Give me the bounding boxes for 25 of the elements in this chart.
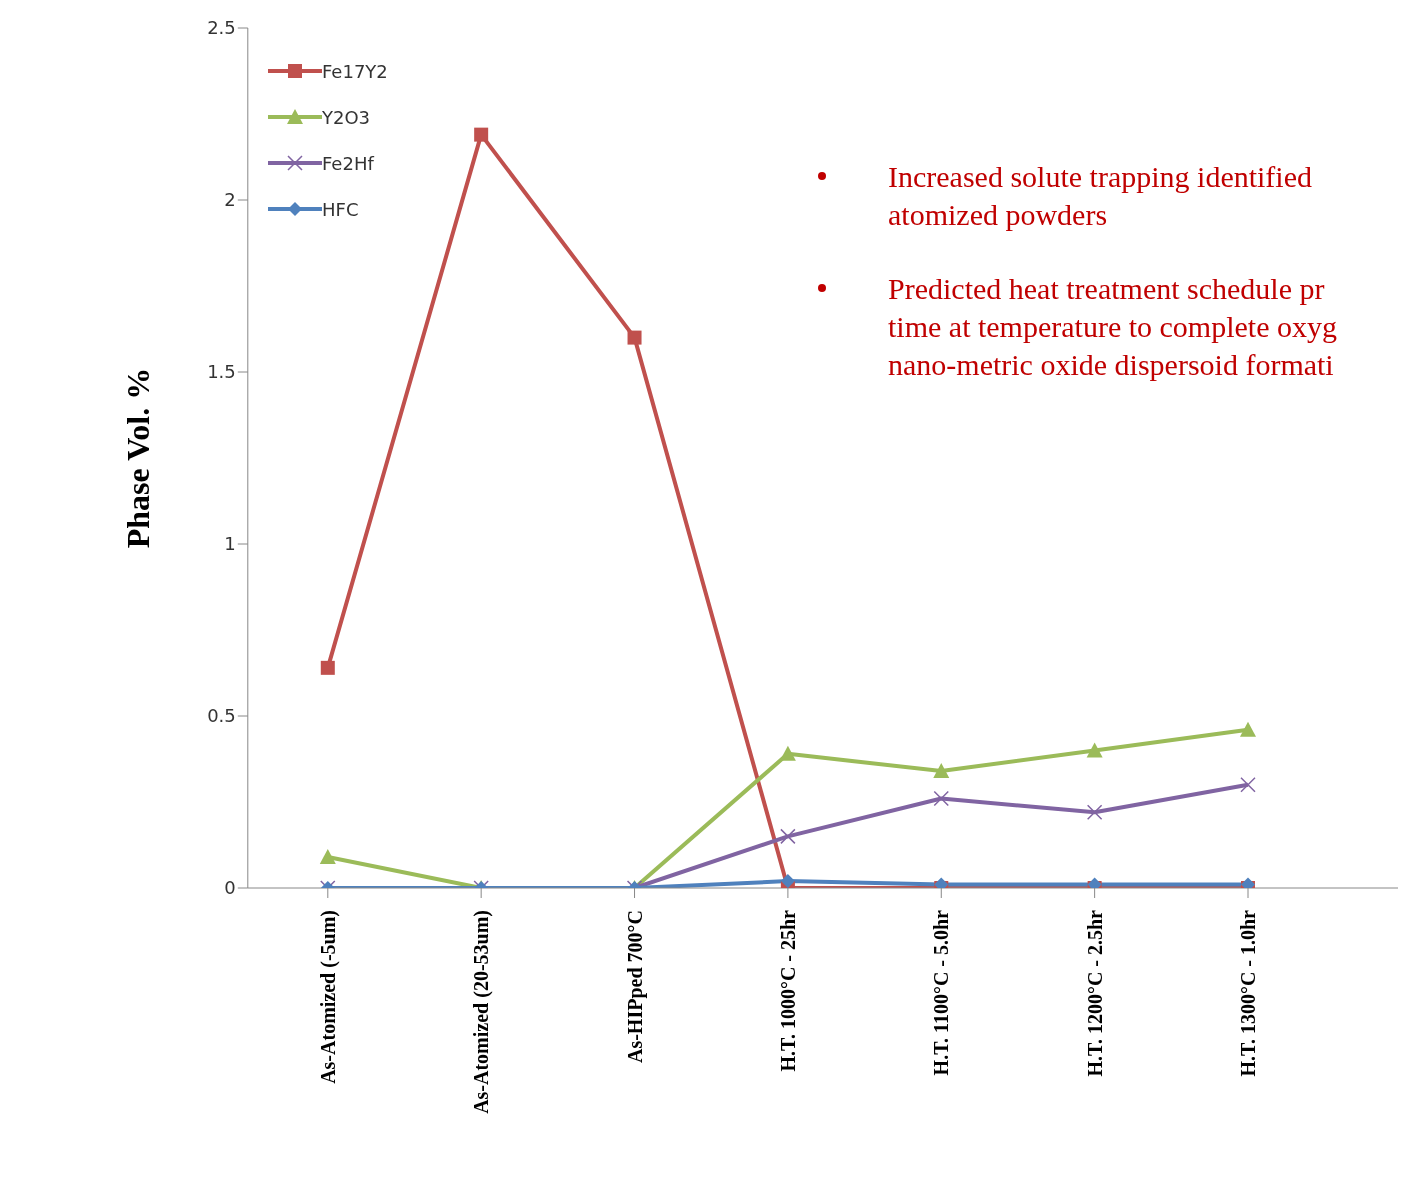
legend-label: Fe2Hf [322, 152, 374, 174]
y-axis-title: Phase Vol. % [120, 367, 157, 549]
annotation: Increased solute trapping identified atomized powders [888, 159, 1313, 233]
x-tick-label: H.T. 1000°C - 25hr [776, 909, 799, 1072]
y-tick-label: 0.5 [207, 705, 236, 727]
legend-label: Fe17Y2 [322, 60, 388, 82]
x-tick-label: H.T. 1100°C - 5.0hr [930, 909, 953, 1076]
point [320, 660, 335, 675]
point [627, 330, 642, 345]
x-tick-label: As-HIPped 700°C [623, 910, 647, 1064]
x-tick-label: As-Atomized (-5um) [316, 910, 340, 1084]
point [474, 127, 489, 142]
y-tick-label: 2 [224, 189, 236, 211]
legend-label: Y2O3 [322, 106, 371, 128]
y-tick-label: 1 [224, 533, 236, 555]
x-tick-label: H.T. 1300°C - 1.0hr [1237, 909, 1259, 1077]
legend-label: HFC [322, 198, 359, 220]
point [1240, 721, 1256, 737]
point [1086, 742, 1103, 758]
y-tick-label: 2.5 [207, 17, 236, 39]
y-tick-label: 0 [224, 877, 236, 899]
y-tick-label: 1.5 [207, 361, 236, 383]
x-tick-label: H.T. 1200°C - 2.5hr [1083, 909, 1106, 1077]
annotation: Predicted heat treatment schedule pr time at temperature to complete oxyg nano-metric oxide dispersoid formati [888, 271, 1338, 383]
x-tick-label: As-Atomized (20-53um) [470, 910, 494, 1114]
